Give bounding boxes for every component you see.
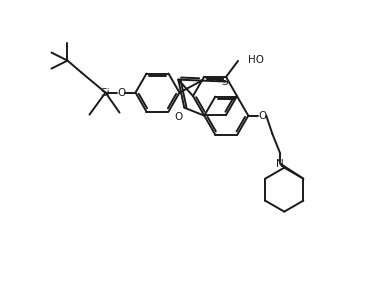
Text: Si: Si [101, 88, 110, 98]
Text: S: S [221, 76, 228, 87]
Text: O: O [117, 88, 126, 98]
Text: O: O [174, 112, 182, 122]
Text: O: O [258, 111, 266, 121]
Text: HO: HO [248, 55, 264, 65]
Text: N: N [276, 159, 284, 169]
